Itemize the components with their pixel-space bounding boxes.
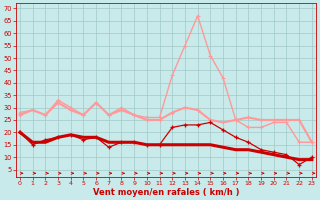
- X-axis label: Vent moyen/en rafales ( km/h ): Vent moyen/en rafales ( km/h ): [93, 188, 239, 197]
